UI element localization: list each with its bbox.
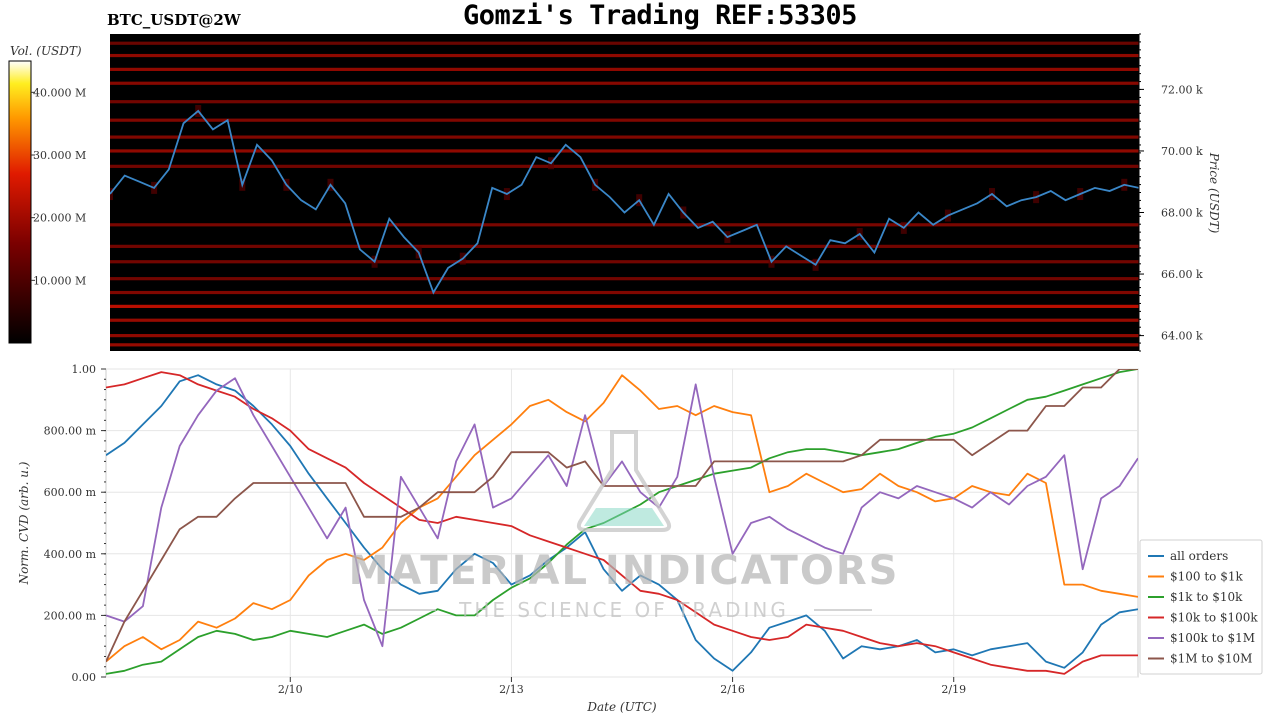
cvd-series-line [106, 374, 1138, 663]
legend-label: $1k to $10k [1170, 590, 1243, 604]
liquidity-band [110, 135, 1139, 139]
legend-label: $100 to $1k [1170, 570, 1243, 584]
cvd-series-line [106, 369, 1138, 662]
flask-liquid [584, 508, 664, 526]
symbol-label: BTC_USDT@2W [107, 11, 241, 29]
liquidity-band [110, 67, 1139, 71]
legend-label: $1M to $10M [1170, 652, 1252, 666]
price-axis-label: Price (USDT) [1207, 152, 1221, 234]
colorbar-tick-label: 20.000 M [33, 212, 86, 225]
legend: all orders $100 to $1k $1k to $10k $10k to … [1139, 539, 1263, 675]
colorbar-label: Vol. (USDT) [10, 44, 82, 58]
cvd-series-line [106, 374, 1138, 672]
price-tick-label: 70.00 k [1161, 145, 1203, 158]
cvd-y-tick-label: 200.00 m [44, 609, 97, 622]
price-tick-label: 68.00 k [1161, 207, 1203, 220]
cvd-x-axis-label: Date (UTC) [586, 700, 656, 714]
liquidity-band [110, 223, 1139, 227]
liquidity-band [110, 277, 1139, 281]
liquidity-band [110, 81, 1139, 85]
cvd-y-tick-label: 400.00 m [44, 548, 97, 561]
liquidity-band [110, 343, 1139, 347]
liquidity-band [110, 334, 1139, 338]
cvd-panel: 0.00 200.00 m 400.00 m 600.00 m 800.00 m 1.00… [17, 363, 1139, 714]
cvd-y-tick-label: 1.00 [72, 363, 97, 376]
cvd-x-tick-label: 2/16 [720, 683, 745, 696]
liquidity-band [110, 164, 1139, 168]
liquidity-band [110, 244, 1139, 248]
colorbar-tick-label: 10.000 M [33, 274, 86, 287]
legend-box [1139, 539, 1263, 675]
liquidity-band [110, 118, 1139, 122]
cvd-x-tick-label: 2/13 [499, 683, 524, 696]
liquidity-band [110, 304, 1139, 308]
colorbar-tick-label: 30.000 M [33, 149, 86, 162]
liquidity-band [110, 290, 1139, 295]
cvd-x-tick-label: 2/10 [278, 683, 303, 696]
liquidity-cell [110, 188, 113, 201]
cvd-x-tick-label: 2/19 [941, 683, 966, 696]
colorbar-tick-label: 40.000 M [33, 86, 86, 99]
price-tick-label: 66.00 k [1161, 268, 1203, 281]
chart-title: Gomzi's Trading REF:53305 [463, 0, 857, 31]
watermark-subtitle: THE SCIENCE OF TRADING [458, 598, 789, 622]
heatmap-panel: 64.00 k 66.00 k 68.00 k 70.00 k 72.00 k Price… [8, 33, 1221, 352]
liquidity-band [110, 149, 1139, 153]
cvd-series-line [106, 371, 1138, 675]
flask-icon [576, 430, 672, 532]
legend-label: all orders [1170, 549, 1228, 563]
watermark: MATERIAL INDICATORS THE SCIENCE OF TRADIN… [349, 430, 900, 622]
liquidity-band [110, 100, 1139, 104]
cvd-lines [106, 369, 1138, 675]
liquidity-band [110, 260, 1139, 264]
price-line [110, 109, 1139, 295]
heatmap-background [110, 34, 1139, 351]
legend-label: $100k to $1M [1170, 631, 1255, 645]
cvd-y-axis-label: Norm. CVD (arb. u.) [17, 461, 31, 585]
liquidity-band [110, 53, 1139, 58]
liquidity-band [110, 41, 1139, 45]
watermark-title: MATERIAL INDICATORS [349, 548, 900, 594]
price-tick-label: 72.00 k [1161, 83, 1203, 96]
cvd-y-tick-label: 600.00 m [44, 486, 97, 499]
cvd-y-tick-label: 0.00 [72, 671, 97, 684]
cvd-y-tick-label: 800.00 m [44, 425, 97, 438]
liquidity-band [110, 318, 1139, 322]
price-tick-label: 64.00 k [1161, 330, 1203, 343]
legend-label: $10k to $100k [1170, 611, 1258, 625]
cvd-series-line [106, 377, 1138, 648]
colorbar [8, 60, 32, 344]
